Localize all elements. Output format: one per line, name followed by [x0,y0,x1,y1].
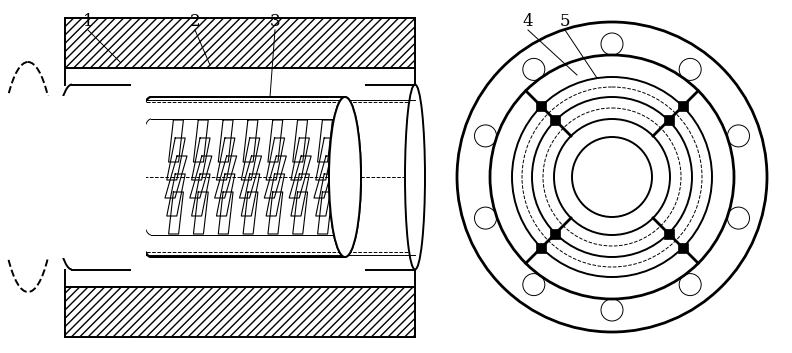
Circle shape [554,119,670,235]
Ellipse shape [329,97,361,257]
Ellipse shape [329,97,361,257]
Circle shape [457,22,767,332]
Text: 4: 4 [523,13,533,30]
Bar [678,243,687,253]
Bar [0,96,146,258]
Text: 5: 5 [560,13,570,30]
Bar [65,68,415,287]
Bar [65,287,415,337]
Circle shape [512,77,712,277]
Ellipse shape [405,84,425,269]
Bar [65,287,415,337]
Circle shape [490,55,734,299]
Bar [65,18,415,68]
Bar [536,101,546,111]
Text: 3: 3 [270,13,280,30]
Circle shape [532,97,692,257]
Circle shape [680,274,701,295]
Circle shape [728,125,749,147]
Circle shape [601,33,623,55]
Bar [536,243,546,253]
Bar [131,0,365,96]
Circle shape [601,299,623,321]
Bar [65,287,415,337]
Bar [65,18,415,68]
Bar [550,229,561,239]
Bar [65,18,415,68]
Circle shape [523,58,545,80]
Circle shape [29,229,51,251]
Text: 2: 2 [190,13,200,30]
Circle shape [474,125,497,147]
Circle shape [523,274,545,295]
Bar [664,229,673,239]
Bar [664,115,673,125]
Bar [65,287,415,337]
Bar [678,101,687,111]
Circle shape [572,137,652,217]
Bar [131,258,365,353]
Circle shape [680,58,701,80]
Circle shape [728,207,749,229]
Text: 1: 1 [82,13,93,30]
Bar [550,115,561,125]
Bar [65,18,415,68]
Circle shape [29,104,51,126]
Circle shape [474,207,497,229]
